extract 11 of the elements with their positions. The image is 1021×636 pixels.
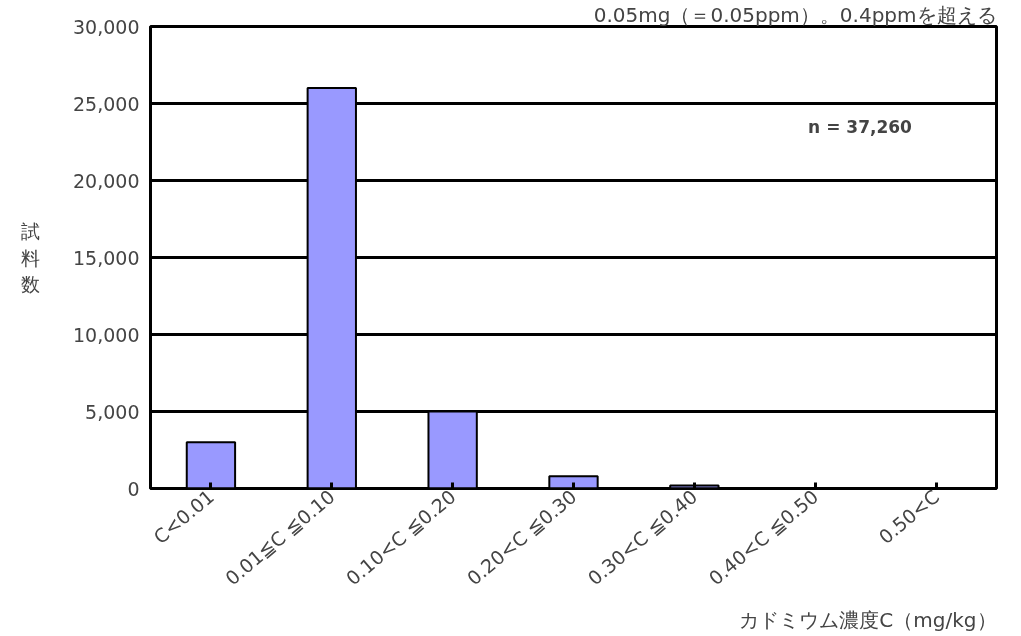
y-tick-label: 15,000 [73,246,140,269]
y-tick-label: 30,000 [73,15,140,38]
annotation: n = 37,260 [808,117,913,138]
y-tick-label: 10,000 [73,323,140,346]
y-axis-title: 試料数 [21,220,41,295]
y-tick-label: 20,000 [73,169,140,192]
y-tick-label: 0 [127,477,140,500]
y-tick-label: 25,000 [73,92,140,115]
chart-title: 0.05mg（＝0.05ppm）。0.4ppmを超える [593,2,997,27]
x-axis-title: カドミウム濃度C（mg/kg） [739,607,997,632]
y-tick-label: 5,000 [85,400,140,423]
